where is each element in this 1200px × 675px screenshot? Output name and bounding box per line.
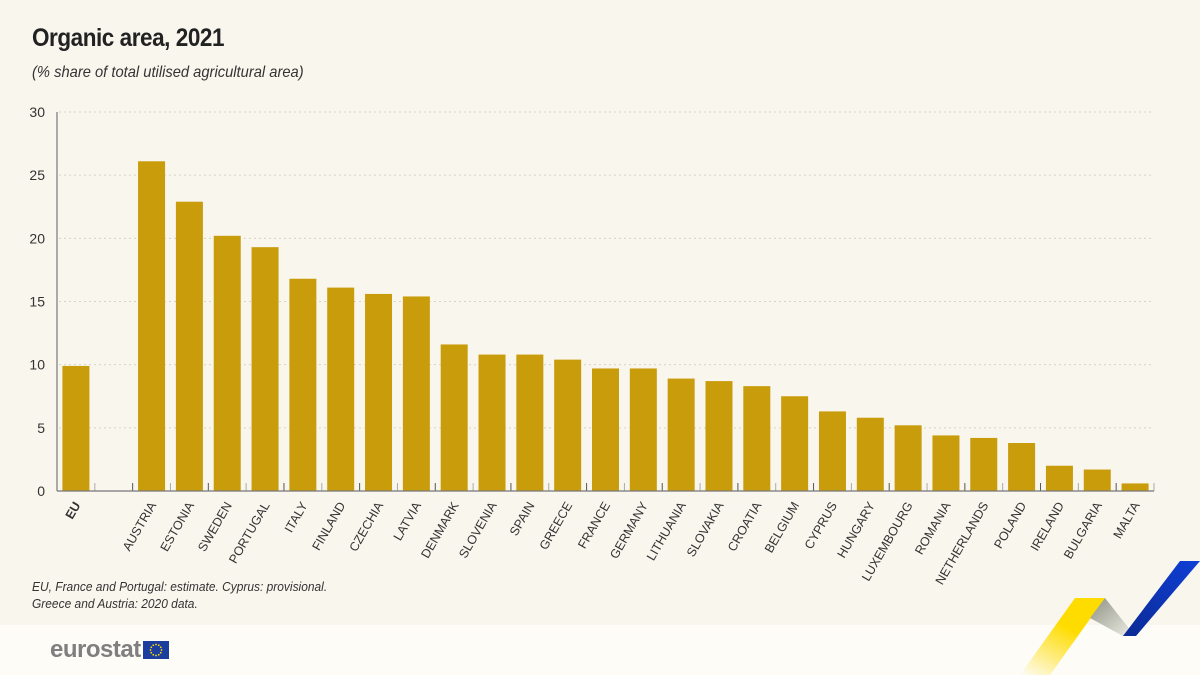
- category-label: LATVIA: [391, 499, 425, 543]
- bar-portugal: [251, 247, 279, 491]
- chart-subtitle: (% share of total utilised agricultural …: [32, 64, 304, 81]
- category-label: PORTUGAL: [226, 499, 272, 565]
- footnote: Greece and Austria: 2020 data.: [32, 596, 198, 611]
- bar-netherlands: [970, 437, 998, 491]
- category-label: POLAND: [991, 500, 1029, 552]
- category-label: GERMANY: [607, 499, 651, 561]
- bar-malta: [1121, 483, 1149, 491]
- y-tick-label: 10: [29, 357, 45, 373]
- eu-flag-icon: [142, 641, 169, 659]
- logo-text: eurostat: [50, 636, 141, 663]
- bar-denmark: [440, 344, 468, 491]
- bar-belgium: [781, 396, 809, 491]
- y-tick-label: 5: [37, 420, 45, 436]
- bar-slovenia: [478, 354, 506, 491]
- bar-slovakia: [705, 381, 733, 491]
- category-label: GREECE: [537, 500, 576, 553]
- category-label: BELGIUM: [762, 500, 802, 556]
- bar-cyprus: [818, 411, 846, 491]
- bar-poland: [1008, 442, 1036, 491]
- category-label: DENMARK: [418, 499, 462, 561]
- category-label: ITALY: [282, 499, 311, 535]
- bar-latvia: [402, 296, 430, 491]
- category-label: SLOVAKIA: [684, 499, 727, 559]
- category-label: CZECHIA: [347, 499, 387, 554]
- category-label: SPAIN: [507, 500, 537, 539]
- y-tick-label: 0: [37, 483, 45, 499]
- category-label: AUSTRIA: [120, 499, 160, 553]
- footnotes: EU, France and Portugal: estimate. Cypru…: [32, 578, 327, 612]
- bar-germany: [629, 368, 657, 491]
- bar-ireland: [1045, 465, 1073, 491]
- bar-austria: [138, 161, 166, 491]
- y-tick-label: 20: [29, 230, 45, 246]
- category-label: HUNGARY: [835, 499, 879, 561]
- bar-croatia: [743, 386, 771, 491]
- category-label: CROATIA: [725, 499, 765, 554]
- x-axis-ticks: [56, 483, 1155, 491]
- category-label: SLOVENIA: [456, 499, 500, 561]
- bar-finland: [327, 287, 355, 491]
- category-label: SWEDEN: [195, 500, 235, 555]
- category-label: ROMANIA: [912, 499, 954, 557]
- chart-title: Organic area, 2021: [32, 24, 225, 52]
- footnote: EU, France and Portugal: estimate. Cypru…: [32, 579, 328, 594]
- category-label: CYPRUS: [802, 500, 840, 552]
- category-label: ESTONIA: [158, 499, 198, 554]
- bar-bulgaria: [1083, 469, 1111, 491]
- category-label: BULGARIA: [1061, 499, 1105, 561]
- bar-sweden: [213, 235, 241, 491]
- bar-lithuania: [667, 378, 695, 491]
- bar-italy: [289, 278, 317, 491]
- bar-chart: 0 5 10 15 20 25 30 EU AUSTRIAESTONIASWEDENPORTU…: [29, 104, 1155, 587]
- category-label: LITHUANIA: [644, 499, 689, 563]
- category-label: FINLAND: [309, 500, 348, 553]
- category-label: FRANCE: [575, 500, 613, 552]
- y-axis-ticks: 0 5 10 15 20 25 30: [29, 104, 45, 499]
- bar-greece: [554, 359, 582, 491]
- bar-hungary: [856, 417, 884, 491]
- y-tick-label: 15: [29, 294, 45, 310]
- bar-luxembourg: [894, 425, 922, 491]
- category-label: EU: [63, 500, 84, 522]
- category-label: MALTA: [1111, 499, 1143, 541]
- bar-czechia: [365, 293, 393, 491]
- bars: [62, 161, 1149, 492]
- category-label: IRELAND: [1028, 500, 1067, 554]
- bar-france: [592, 368, 619, 491]
- y-tick-label: 30: [29, 104, 45, 120]
- eurostat-logo: eurostat: [50, 636, 169, 664]
- bar-romania: [932, 435, 960, 491]
- y-tick-label: 25: [29, 167, 45, 183]
- bar-eu: [62, 365, 90, 491]
- bar-spain: [516, 354, 544, 491]
- bar-estonia: [175, 201, 203, 492]
